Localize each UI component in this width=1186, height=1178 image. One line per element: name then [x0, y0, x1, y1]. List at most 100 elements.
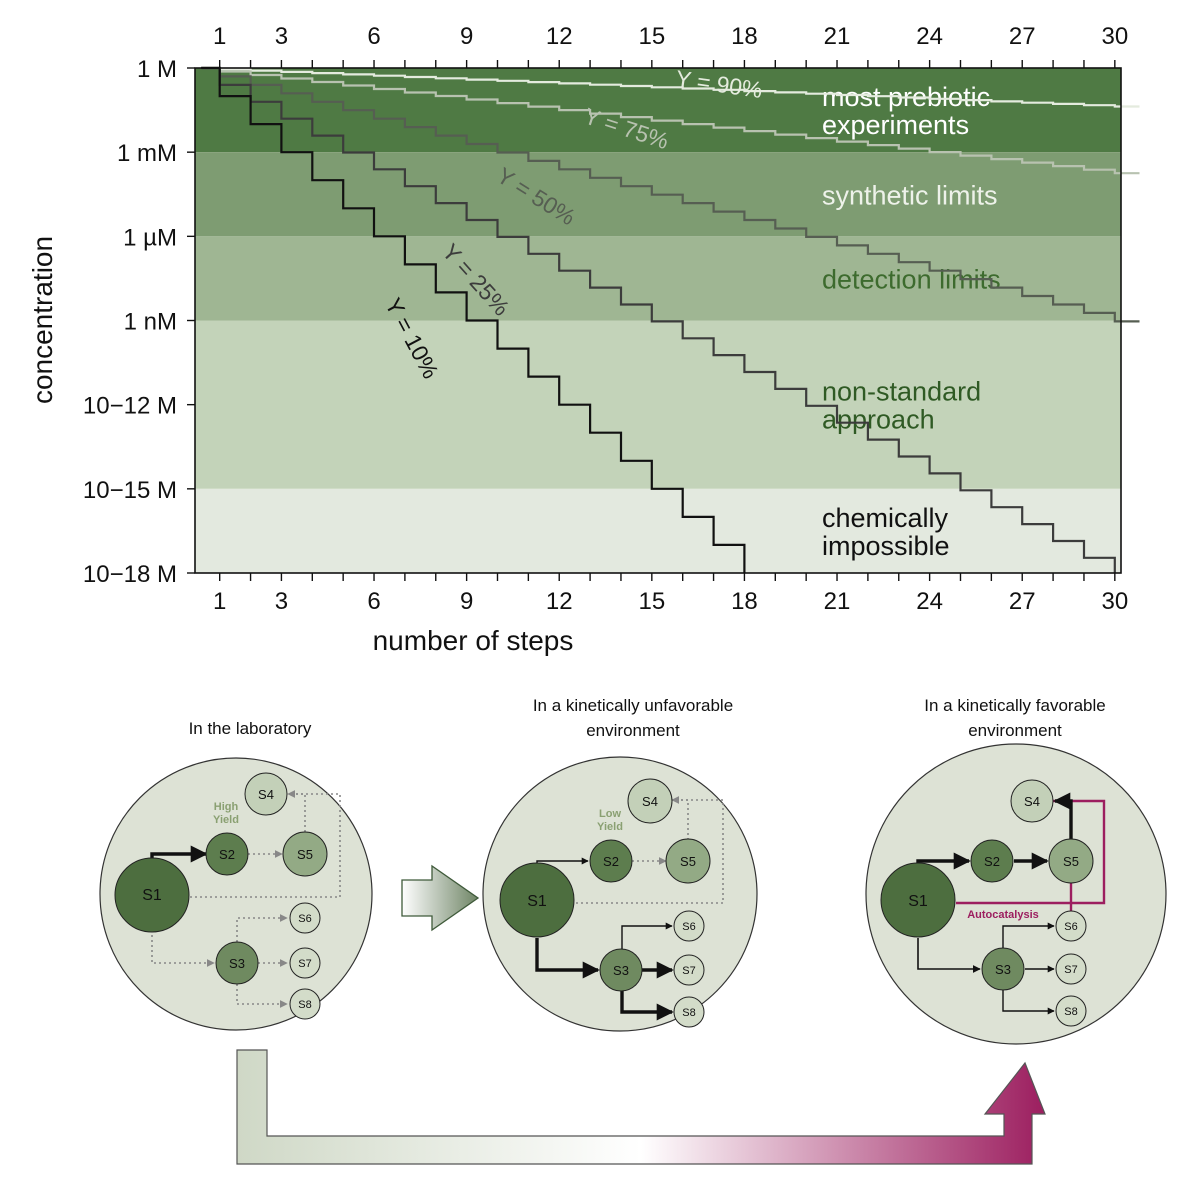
- node-s3-label: S3: [995, 962, 1011, 977]
- x-tick-label-top: 9: [460, 23, 473, 50]
- edge-s1-s4: [576, 799, 724, 904]
- node-s5: [1048, 838, 1094, 884]
- node-s3: [215, 941, 259, 985]
- band-3: [195, 320, 1121, 489]
- node-s2-label: S2: [603, 854, 619, 869]
- node-s2: [589, 839, 633, 883]
- x-tick-label-top: 24: [916, 23, 943, 50]
- edge-s1-s4: [190, 793, 341, 898]
- y-axis-label: concentration: [27, 236, 58, 404]
- node-s4: [244, 772, 288, 816]
- node-s7: [673, 954, 705, 986]
- node-s3-label: S3: [613, 963, 629, 978]
- panel-title: environment: [968, 721, 1062, 740]
- yield-note: Low: [599, 808, 621, 820]
- band-label: experiments: [822, 110, 969, 140]
- node-s7-label: S7: [1064, 964, 1077, 976]
- reaction-network-diagram: In the laboratory S1 S2 S3 S4 S5 S6: [99, 696, 1167, 1165]
- node-s5: [665, 838, 711, 884]
- x-tick-label: 15: [638, 588, 665, 615]
- node-s5: [282, 831, 328, 877]
- node-s2: [205, 832, 249, 876]
- series-line-0: [201, 66, 1140, 108]
- x-axis-ticks: 1 1 3 3 6 6 9 9 12 12 15 15 18 18 21 21 24 24 27 27 30 30: [213, 23, 1128, 615]
- x-tick-label: 27: [1009, 588, 1036, 615]
- yield-note: High: [214, 801, 239, 813]
- node-s1-label: S1: [527, 893, 547, 910]
- edge-s3-s8: [1002, 990, 1055, 1015]
- autocatalysis-loop: [956, 799, 1106, 905]
- comparison-arrow: [401, 864, 480, 932]
- node-s1-label: S1: [908, 893, 928, 910]
- autocatalysis-label: Autocatalysis: [967, 909, 1039, 921]
- concentration-bands: [195, 68, 1121, 573]
- node-s1-label: S1: [142, 887, 162, 904]
- panel-title: In a kinetically favorable: [924, 696, 1105, 715]
- node-s8-label: S8: [1064, 1006, 1077, 1018]
- x-tick-label: 30: [1101, 588, 1128, 615]
- series-line-3: [201, 66, 1116, 573]
- x-tick-label: 18: [731, 588, 758, 615]
- x-tick-label-top: 15: [638, 23, 665, 50]
- band-label: non-standard: [822, 377, 981, 407]
- panel-title: In the laboratory: [189, 719, 312, 738]
- node-s8-label: S8: [682, 1007, 695, 1019]
- band-4: [195, 488, 1121, 573]
- x-tick-label-top: 6: [367, 23, 380, 50]
- y-tick-label: 1 µM: [123, 224, 177, 251]
- x-tick-label-top: 1: [213, 23, 226, 50]
- transition-arrow: [236, 1049, 1046, 1165]
- x-tick-label-top: 30: [1101, 23, 1128, 50]
- band-label: impossible: [822, 531, 950, 561]
- edge-s5-s4: [1053, 792, 1073, 839]
- yield-note: Yield: [213, 814, 239, 826]
- panel-title: In a kinetically unfavorable: [533, 696, 733, 715]
- node-s6: [673, 910, 705, 942]
- x-tick-label: 21: [824, 588, 851, 615]
- node-s8: [289, 988, 321, 1020]
- node-s6-label: S6: [1064, 921, 1077, 933]
- node-s4-label: S4: [258, 787, 274, 802]
- node-s6: [289, 902, 321, 934]
- edge-s1-s3: [535, 938, 600, 979]
- panel-title: environment: [586, 721, 680, 740]
- edge-s3-s8: [620, 991, 674, 1021]
- band-label: chemically: [822, 503, 949, 533]
- node-s8: [1055, 995, 1087, 1027]
- x-tick-label-top: 18: [731, 23, 758, 50]
- edge-s3-s8: [236, 984, 288, 1008]
- y-tick-label: 1 nM: [124, 309, 177, 336]
- x-tick-label: 3: [275, 588, 288, 615]
- y-tick-label: 1 mM: [117, 140, 177, 167]
- node-s7: [289, 947, 321, 979]
- node-s8: [673, 996, 705, 1028]
- x-tick-label-top: 27: [1009, 23, 1036, 50]
- node-s6-label: S6: [682, 921, 695, 933]
- node-s4: [627, 778, 673, 824]
- node-s2-label: S2: [984, 854, 1000, 869]
- x-tick-label-top: 3: [275, 23, 288, 50]
- edge-s3-s6: [1002, 922, 1055, 948]
- x-tick-label: 24: [916, 588, 943, 615]
- node-s2-label: S2: [219, 847, 235, 862]
- panel-favorable: In a kinetically favorable environment S…: [865, 696, 1167, 1045]
- edge-s1-s3: [151, 930, 215, 967]
- y-tick-label: 10−12 M: [83, 393, 177, 420]
- node-s8-label: S8: [298, 999, 311, 1011]
- node-s7: [1055, 953, 1087, 985]
- node-s7-label: S7: [682, 965, 695, 977]
- panel-laboratory: In the laboratory S1 S2 S3 S4 S5 S6: [99, 719, 373, 1031]
- x-tick-label: 6: [367, 588, 380, 615]
- series-line-1: [201, 66, 1140, 175]
- node-s1: [880, 862, 956, 938]
- yield-note: Yield: [597, 821, 623, 833]
- x-tick-label: 1: [213, 588, 226, 615]
- node-s4: [1010, 779, 1054, 823]
- node-s6-label: S6: [298, 913, 311, 925]
- node-s2: [970, 839, 1014, 883]
- node-s5-label: S5: [680, 854, 696, 869]
- x-tick-label: 9: [460, 588, 473, 615]
- x-axis-label: number of steps: [373, 625, 574, 656]
